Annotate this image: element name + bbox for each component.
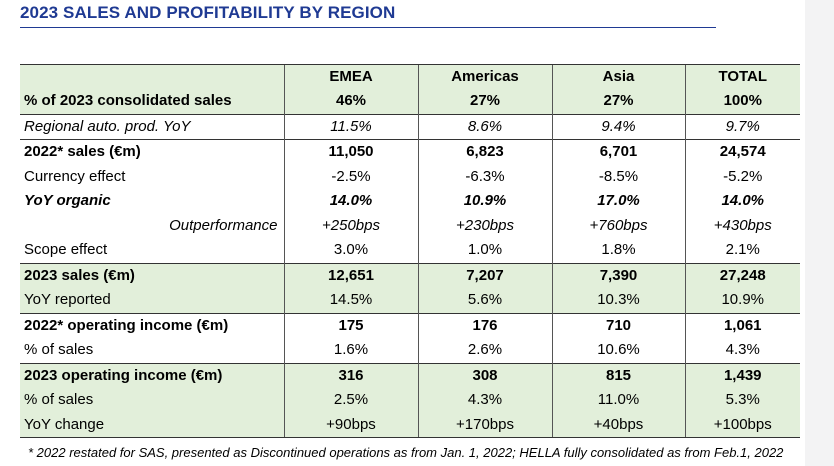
cell-value: +40bps [551,412,685,438]
cell-value: 4.3% [417,388,552,413]
col-header-asia: Asia [551,64,685,89]
cell-value: 9.7% [684,113,800,140]
cell-value: -2.5% [283,164,418,189]
page-title: 2023 SALES AND PROFITABILITY BY REGION [20,3,396,22]
col-header-americas: Americas [417,64,552,89]
table-header-row: EMEA Americas Asia TOTAL [20,64,800,89]
cell-value: 1.8% [551,238,685,263]
cell-value: 1.6% [283,338,418,363]
table-row: 2022* sales (€m) 11,050 6,823 6,701 24,5… [20,139,800,165]
footnote: * 2022 restated for SAS, presented as Di… [28,445,784,460]
cell-value: 27% [417,89,552,114]
cell-value: 27,248 [684,262,800,288]
region-table: EMEA Americas Asia TOTAL % of 2023 conso… [20,64,800,438]
row-label: 2023 sales (€m) [20,262,284,288]
cell-value: 4.3% [684,338,800,363]
row-label: % of sales [24,341,94,359]
cell-value: 100% [684,89,800,114]
cell-value: 2.6% [417,338,552,363]
row-label: % of sales [20,388,284,413]
table-row: Currency effect -2.5% -6.3% -8.5% -5.2% [20,164,800,189]
cell-value: 815 [551,362,685,388]
cell-value: -6.3% [417,164,552,189]
table-row: % of sales 2.5% 4.3% 11.0% 5.3% [20,388,800,413]
cell-value: +90bps [283,412,418,438]
table-row: 2022* operating income (€m) 175 176 710 … [20,312,800,338]
table-row: % of sales 1.6% 2.6% 10.6% 4.3% [20,338,800,363]
row-label: 2023 operating income (€m) [20,362,284,388]
cell-value: 10.6% [551,338,685,363]
row-label: Scope effect [24,241,108,259]
cell-value: 10.9% [684,288,800,313]
cell-value: +250bps [283,213,418,238]
row-label: 2022* sales (€m) [20,139,284,165]
table-row: YoY reported 14.5% 5.6% 10.3% 10.9% [20,288,800,313]
row-label: Currency effect [24,167,126,185]
col-header-emea: EMEA [283,64,418,89]
cell-value: 6,823 [417,139,552,165]
table-row: 2023 operating income (€m) 316 308 815 1… [20,362,800,388]
row-label: Outperformance [169,216,278,234]
cell-value: 14.5% [283,288,418,313]
cell-value: +170bps [417,412,552,438]
cell-value: 10.3% [551,288,685,313]
cell-value: 176 [417,312,552,338]
cell-value: +760bps [551,213,685,238]
row-label: % of 2023 consolidated sales [20,89,284,114]
cell-value: 7,207 [417,262,552,288]
cell-value: +100bps [684,412,800,438]
cell-value: 27% [551,89,685,114]
row-label: Regional auto. prod. YoY [20,113,284,140]
col-header-total: TOTAL [684,64,800,89]
cell-value: 7,390 [551,262,685,288]
cell-value: 11.0% [551,388,685,413]
title-underline [20,27,716,28]
table-row: % of 2023 consolidated sales 46% 27% 27%… [20,89,800,114]
cell-value: 308 [417,362,552,388]
cell-value: 2.5% [283,388,418,413]
table-row: Outperformance +250bps +230bps +760bps +… [20,213,800,238]
cell-value: 6,701 [551,139,685,165]
cell-value: 5.6% [417,288,552,313]
cell-value: 46% [283,89,418,114]
cell-value: 2.1% [684,238,800,263]
cell-value: 1,061 [684,312,800,338]
cell-value: 1.0% [417,238,552,263]
header-empty-cell [20,64,284,89]
cell-value: +230bps [417,213,552,238]
cell-value: 9.4% [551,113,685,140]
row-label: YoY reported [20,288,284,313]
cell-value: 710 [551,312,685,338]
cell-value: 3.0% [283,238,418,263]
cell-value: 14.0% [684,189,800,214]
cell-value: +430bps [684,213,800,238]
cell-value: 14.0% [283,189,418,214]
cell-value: 1,439 [684,362,800,388]
cell-value: 10.9% [417,189,552,214]
cell-value: 12,651 [283,262,418,288]
cell-value: 11.5% [283,113,418,140]
table-row: YoY organic 14.0% 10.9% 17.0% 14.0% [20,189,800,214]
table-row: 2023 sales (€m) 12,651 7,207 7,390 27,24… [20,262,800,288]
side-panel [805,0,834,466]
cell-value: 316 [283,362,418,388]
cell-value: 11,050 [283,139,418,165]
row-label: YoY change [20,412,284,438]
cell-value: -8.5% [551,164,685,189]
row-label: 2022* operating income (€m) [20,312,284,338]
cell-value: 175 [283,312,418,338]
cell-value: 5.3% [684,388,800,413]
cell-value: 24,574 [684,139,800,165]
table-row: YoY change +90bps +170bps +40bps +100bps [20,412,800,438]
cell-value: 17.0% [551,189,685,214]
row-label: YoY organic [24,192,111,210]
cell-value: 8.6% [417,113,552,140]
cell-value: -5.2% [684,164,800,189]
table-row: Scope effect 3.0% 1.0% 1.8% 2.1% [20,238,800,263]
table-row: Regional auto. prod. YoY 11.5% 8.6% 9.4%… [20,113,800,140]
